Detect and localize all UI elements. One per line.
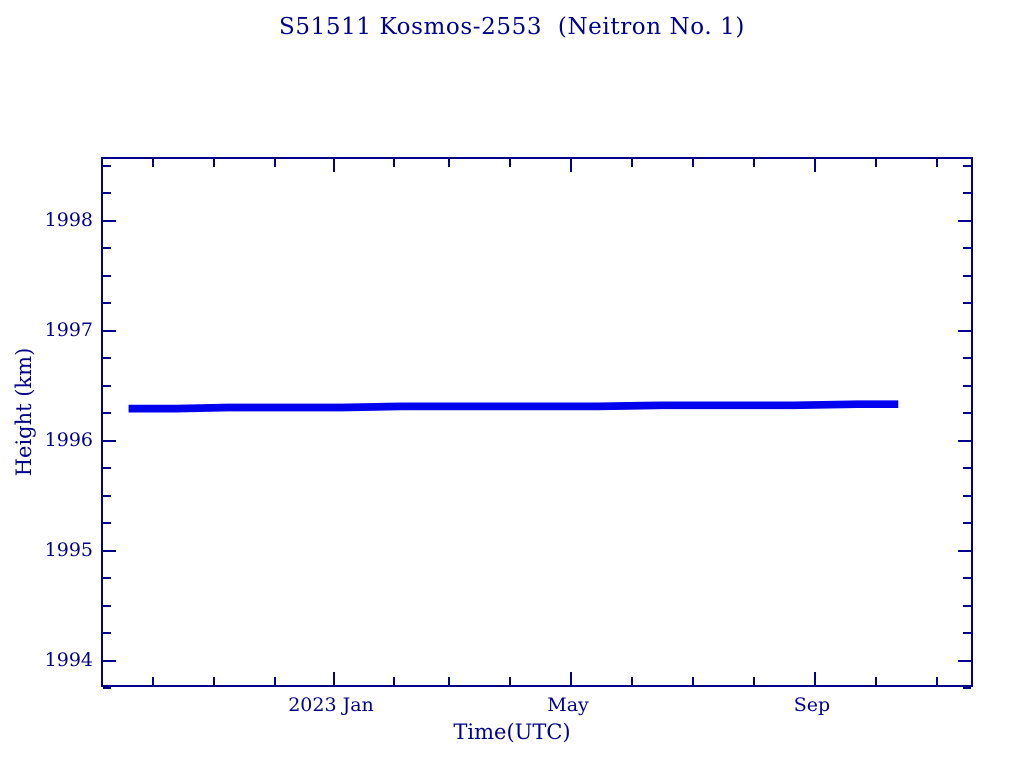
y-axis-tick-labels: 1998 1997 1996 1995 1994 bbox=[0, 0, 93, 768]
x-major-tick-sep bbox=[814, 672, 816, 685]
y-minor-tick-right bbox=[963, 632, 971, 634]
y-major-tick-1997 bbox=[103, 330, 116, 332]
x-minor-tick-top bbox=[393, 159, 395, 167]
x-major-tick-top bbox=[333, 159, 335, 172]
chart-title: S51511 Kosmos-2553 (Neitron No. 1) bbox=[279, 14, 745, 40]
x-minor-tick-top bbox=[936, 159, 938, 167]
x-major-tick-top bbox=[570, 159, 572, 172]
x-minor-tick bbox=[509, 677, 511, 685]
x-axis-title: Time(UTC) bbox=[453, 720, 571, 744]
x-major-tick-may bbox=[570, 672, 572, 685]
x-minor-tick bbox=[692, 677, 694, 685]
data-series-layer bbox=[103, 159, 971, 685]
y-minor-tick bbox=[103, 632, 111, 634]
y-major-tick-1994 bbox=[103, 660, 116, 662]
y-major-tick-1995 bbox=[103, 550, 116, 552]
y-minor-tick-right bbox=[963, 522, 971, 524]
x-minor-tick bbox=[631, 677, 633, 685]
y-minor-tick bbox=[103, 275, 111, 277]
y-minor-tick bbox=[103, 412, 111, 414]
y-minor-tick bbox=[103, 385, 111, 387]
y-major-tick-1998 bbox=[103, 220, 116, 222]
y-minor-tick bbox=[103, 577, 111, 579]
x-minor-tick-top bbox=[875, 159, 877, 167]
y-major-tick-right bbox=[958, 660, 971, 662]
x-major-tick-top bbox=[814, 159, 816, 172]
y-minor-tick bbox=[103, 495, 111, 497]
y-minor-tick bbox=[103, 687, 111, 689]
y-minor-tick-right bbox=[963, 275, 971, 277]
x-tick-label-may: May bbox=[547, 694, 589, 716]
x-major-tick-2023-jan bbox=[333, 672, 335, 685]
x-tick-label-sep: Sep bbox=[793, 694, 831, 716]
x-minor-tick-top bbox=[692, 159, 694, 167]
x-minor-tick bbox=[875, 677, 877, 685]
y-tick-label-1995: 1995 bbox=[44, 539, 93, 561]
y-minor-tick-right bbox=[963, 412, 971, 414]
y-minor-tick-right bbox=[963, 247, 971, 249]
y-tick-label-1997: 1997 bbox=[44, 319, 93, 341]
y-minor-tick-right bbox=[963, 302, 971, 304]
y-tick-label-1998: 1998 bbox=[44, 209, 93, 231]
plot-area bbox=[101, 157, 973, 689]
x-minor-tick bbox=[152, 677, 154, 685]
y-minor-tick-right bbox=[963, 165, 971, 167]
height-series-plot bbox=[128, 400, 899, 427]
x-minor-tick-top bbox=[753, 159, 755, 167]
y-minor-tick-right bbox=[963, 357, 971, 359]
y-major-tick-right bbox=[958, 550, 971, 552]
y-minor-tick bbox=[103, 247, 111, 249]
y-minor-tick-right bbox=[963, 385, 971, 387]
x-minor-tick bbox=[753, 677, 755, 685]
y-minor-tick bbox=[103, 165, 111, 167]
y-minor-tick bbox=[103, 522, 111, 524]
y-tick-label-1996: 1996 bbox=[44, 429, 93, 451]
x-minor-tick-top bbox=[631, 159, 633, 167]
x-minor-tick-top bbox=[448, 159, 450, 167]
x-minor-tick bbox=[274, 677, 276, 685]
y-minor-tick bbox=[103, 357, 111, 359]
y-major-tick-right bbox=[958, 440, 971, 442]
y-minor-tick-right bbox=[963, 192, 971, 194]
y-minor-tick bbox=[103, 605, 111, 607]
y-minor-tick-right bbox=[963, 577, 971, 579]
y-minor-tick-right bbox=[963, 467, 971, 469]
y-minor-tick-right bbox=[963, 605, 971, 607]
y-minor-tick bbox=[103, 467, 111, 469]
x-minor-tick-top bbox=[274, 159, 276, 167]
x-tick-label-2023-jan: 2023 Jan bbox=[288, 694, 374, 716]
x-minor-tick-top bbox=[213, 159, 215, 167]
y-minor-tick bbox=[103, 302, 111, 304]
x-minor-tick bbox=[936, 677, 938, 685]
y-major-tick-right bbox=[958, 220, 971, 222]
y-minor-tick bbox=[103, 192, 111, 194]
y-major-tick-1996 bbox=[103, 440, 116, 442]
x-minor-tick bbox=[448, 677, 450, 685]
y-minor-tick-right bbox=[963, 495, 971, 497]
y-tick-label-1994: 1994 bbox=[44, 649, 93, 671]
x-minor-tick-top bbox=[509, 159, 511, 167]
x-minor-tick bbox=[393, 677, 395, 685]
x-minor-tick-top bbox=[152, 159, 154, 167]
x-minor-tick bbox=[213, 677, 215, 685]
y-major-tick-right bbox=[958, 330, 971, 332]
y-minor-tick-right bbox=[963, 687, 971, 689]
